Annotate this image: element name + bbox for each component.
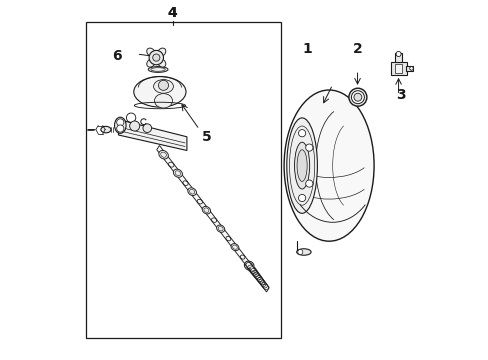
- Ellipse shape: [173, 169, 182, 177]
- Text: 4: 4: [167, 6, 177, 19]
- Text: 5: 5: [202, 130, 211, 144]
- Bar: [390, 62, 406, 75]
- Circle shape: [142, 124, 151, 132]
- Bar: [394, 53, 401, 62]
- Circle shape: [409, 67, 412, 70]
- Ellipse shape: [296, 150, 306, 181]
- Ellipse shape: [159, 150, 168, 159]
- Ellipse shape: [294, 142, 309, 189]
- Circle shape: [149, 50, 163, 65]
- Circle shape: [353, 93, 361, 101]
- Ellipse shape: [146, 48, 155, 57]
- Ellipse shape: [284, 90, 373, 241]
- Bar: [86, 22, 280, 338]
- Ellipse shape: [157, 59, 165, 67]
- Ellipse shape: [146, 59, 155, 67]
- Circle shape: [348, 88, 366, 106]
- Circle shape: [351, 91, 364, 104]
- Ellipse shape: [114, 117, 126, 134]
- Ellipse shape: [157, 48, 165, 57]
- Ellipse shape: [187, 188, 196, 195]
- Circle shape: [117, 125, 123, 132]
- Ellipse shape: [296, 249, 310, 255]
- Circle shape: [152, 54, 160, 61]
- Circle shape: [297, 249, 302, 255]
- Ellipse shape: [202, 206, 210, 214]
- Ellipse shape: [101, 126, 111, 133]
- Ellipse shape: [154, 94, 172, 108]
- Circle shape: [395, 51, 400, 57]
- Circle shape: [158, 80, 168, 90]
- Polygon shape: [157, 145, 269, 292]
- Circle shape: [298, 130, 305, 137]
- Text: 6: 6: [112, 49, 121, 63]
- Bar: [406, 66, 412, 71]
- Ellipse shape: [134, 77, 185, 107]
- Polygon shape: [118, 120, 186, 150]
- Circle shape: [117, 119, 123, 126]
- Text: 3: 3: [395, 89, 405, 102]
- Circle shape: [305, 180, 312, 187]
- Ellipse shape: [286, 118, 317, 213]
- Ellipse shape: [148, 67, 168, 72]
- Bar: [394, 64, 401, 73]
- Circle shape: [305, 144, 312, 151]
- Circle shape: [129, 121, 140, 131]
- Text: 1: 1: [302, 42, 312, 55]
- Ellipse shape: [231, 244, 238, 251]
- Text: 2: 2: [352, 42, 362, 55]
- Text: 4: 4: [167, 6, 177, 19]
- Ellipse shape: [153, 80, 173, 93]
- Circle shape: [298, 194, 305, 202]
- Ellipse shape: [216, 225, 224, 232]
